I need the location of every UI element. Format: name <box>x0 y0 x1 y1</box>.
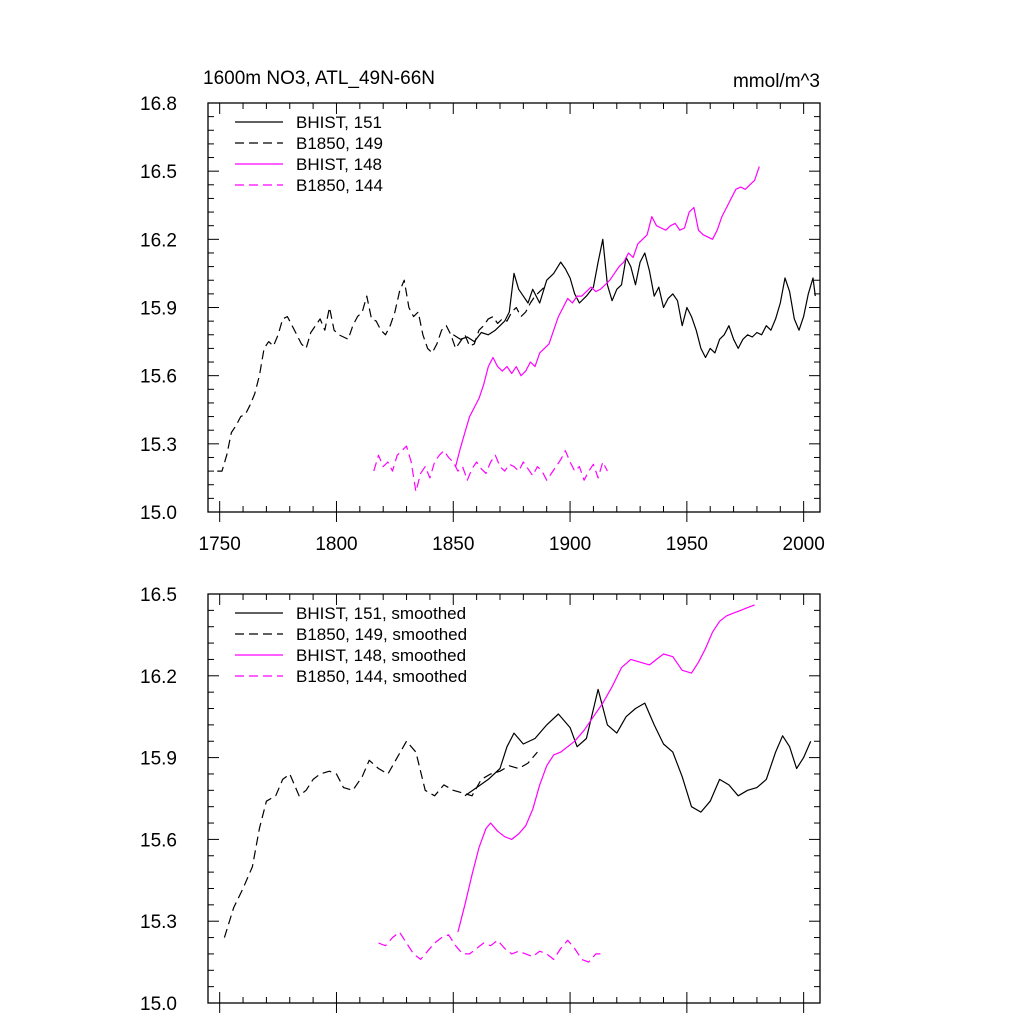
series-line <box>455 166 760 467</box>
legend-label: B1850, 149, smoothed <box>296 625 467 644</box>
series-line <box>217 279 545 472</box>
series-line <box>464 688 812 813</box>
y-tick-label: 16.5 <box>140 585 177 606</box>
x-tick-label: 1800 <box>315 534 357 555</box>
top-panel: 1750 1800 1850 1900 1950 2000 15.0 15.3 15.6 15.9… <box>140 94 825 555</box>
bottom-panel: 15.0 15.3 15.6 15.9 16.2 16.5 BHIST, 151, smoo… <box>140 585 821 1015</box>
legend-label: BHIST, 151 <box>296 113 382 132</box>
y-tick-label: 15.0 <box>140 503 177 524</box>
units-label: mmol/m^3 <box>733 71 820 92</box>
y-tick-label: 16.2 <box>140 230 177 251</box>
x-tick-label: 1750 <box>199 534 241 555</box>
series-line <box>373 445 608 493</box>
x-tick-label: 1950 <box>666 534 708 555</box>
y-tick-label: 15.6 <box>140 367 177 388</box>
legend-label: B1850, 149 <box>296 134 383 153</box>
x-tick-label: 1850 <box>432 534 474 555</box>
x-tick-label: 2000 <box>783 534 825 555</box>
series-line <box>223 740 538 938</box>
series-line <box>457 604 755 933</box>
legend-label: BHIST, 148, smoothed <box>296 646 466 665</box>
legend-label: B1850, 144, smoothed <box>296 667 467 686</box>
series-line <box>378 931 601 963</box>
y-tick-label: 15.6 <box>140 830 177 851</box>
y-tick-label: 16.8 <box>140 94 177 115</box>
y-tick-label: 15.3 <box>140 912 177 933</box>
y-tick-label: 15.0 <box>140 994 177 1015</box>
y-tick-label: 16.2 <box>140 667 177 688</box>
x-tick-label: 1900 <box>549 534 591 555</box>
y-tick-label: 16.5 <box>140 162 177 183</box>
chart-title: 1600m NO3, ATL_49N-66N <box>203 68 435 89</box>
y-tick-label: 15.3 <box>140 435 177 456</box>
plot-frame <box>207 593 821 1004</box>
legend-label: BHIST, 148 <box>296 155 382 174</box>
series-line <box>452 238 816 359</box>
y-tick-label: 15.9 <box>140 749 177 770</box>
legend-label: BHIST, 151, smoothed <box>296 604 466 623</box>
legend-label: B1850, 144 <box>296 176 383 195</box>
y-tick-label: 15.9 <box>140 299 177 320</box>
